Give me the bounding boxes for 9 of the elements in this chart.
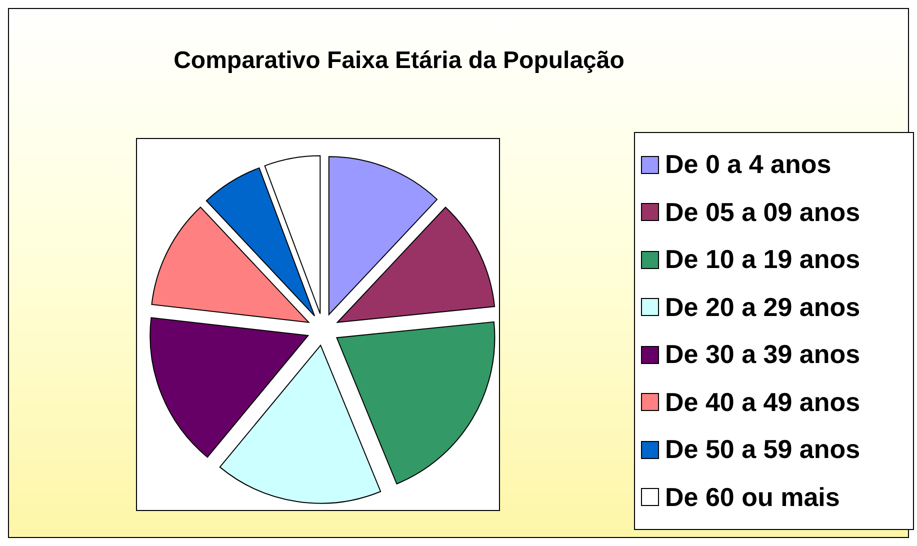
- legend-label: De 0 a 4 anos: [665, 149, 832, 180]
- chart-title: Comparativo Faixa Etária da População: [172, 47, 626, 75]
- legend-label: De 50 a 59 anos: [665, 434, 860, 466]
- legend-label: De 20 a 29 anos: [665, 292, 860, 323]
- legend-label: De 40 a 49 anos: [665, 386, 860, 418]
- legend-label: De 05 a 09 anos: [665, 196, 860, 228]
- legend-label: De 30 a 39 anos: [665, 339, 860, 370]
- legend-label: De 10 a 19 anos: [665, 244, 860, 276]
- legend-label: De 60 ou mais: [665, 482, 840, 513]
